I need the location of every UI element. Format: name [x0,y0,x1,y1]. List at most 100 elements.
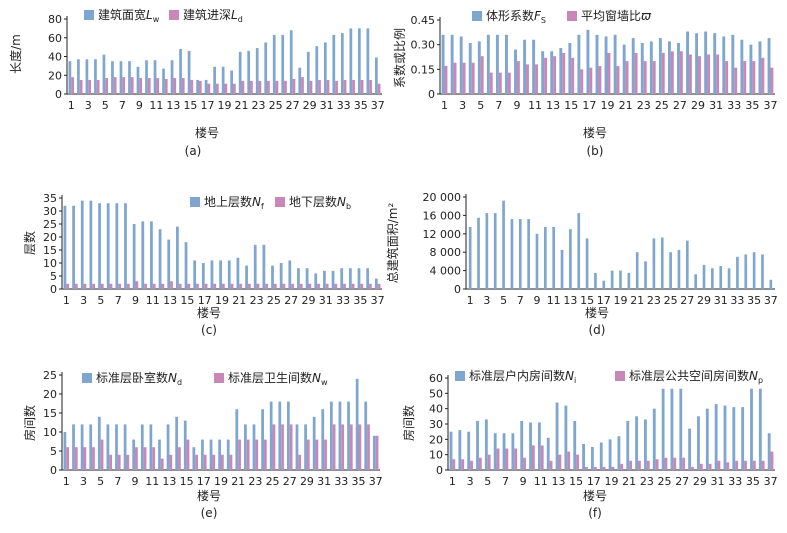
bar-e-s1-b8 [123,424,127,470]
bar-d-s1-b18 [610,270,614,289]
bar-e-s1-b5 [97,416,101,470]
x-tick-label: 3 [467,475,474,488]
bar-b-s1-b31 [713,33,717,94]
bar-f-s1-b29 [697,416,700,470]
bar-b-s1-b21 [622,44,626,94]
x-tick-label: 33 [728,475,742,488]
bar-e-s1-b29 [304,424,307,470]
bar-c-s2-b31 [325,283,329,289]
y-tick-label: 40 [429,403,443,416]
y-tick-label: 0.15 [411,63,436,76]
bar-e-s2-b9 [135,447,138,470]
bar-f-s2-b32 [726,462,730,470]
bar-e-s2-b17 [203,454,207,470]
bar-f-s2-b14 [567,451,571,470]
bar-a-s2-b15 [190,79,194,94]
x-tick-label: 35 [747,294,761,307]
bar-e-s2-b13 [169,454,173,470]
bar-b-s2-b26 [670,51,674,94]
bar-b-s1-b1 [441,34,445,94]
bar-a-s2-b20 [233,83,236,94]
bar-e-s1-b3 [80,424,84,470]
legend-swatch [615,371,625,381]
bar-c-s1-b36 [366,268,370,289]
bar-e-s1-b9 [132,439,136,470]
y-axis-title: 总建筑面积/m² [385,203,400,284]
bar-a-s2-b28 [301,77,304,95]
bar-d-s1-b1 [468,226,472,289]
bar-e-s1-b35 [355,378,359,470]
x-tick-label: 1 [449,475,456,488]
bar-e-s1-b24 [261,409,264,470]
bar-f-s2-b34 [744,460,747,470]
bar-f-s1-b12 [546,437,550,470]
bar-a-s2-b30 [318,79,321,94]
bar-f-s1-b3 [467,431,471,470]
bar-f-s1-b7 [502,433,506,470]
bar-f-s1-b17 [591,447,594,470]
bar-a-s2-b33 [343,79,347,94]
x-tick-label: 31 [320,99,334,112]
bar-d-s1-b2 [477,217,480,289]
x-tick-label: 23 [248,475,262,488]
bar-b-s2-b12 [544,57,548,94]
bar-e-s1-b20 [226,439,230,470]
bar-d-s1-b10 [544,226,547,289]
bar-c-s1-b34 [348,268,352,289]
bar-a-s2-b37 [377,83,381,94]
bar-c-s2-b15 [187,283,191,289]
x-tick-label: 7 [119,99,126,112]
bar-c-s2-b22 [247,283,251,289]
bar-d-s1-b29 [702,265,706,289]
bar-b-s2-b11 [535,64,538,94]
bar-a-s2-b29 [309,80,313,95]
bar-c-s1-b11 [150,221,153,289]
x-tick-label: 9 [136,99,143,112]
x-tick-label: 5 [500,294,507,307]
legend-label: 标准层卧室数Nd [96,370,182,387]
bar-c-s1-b32 [331,270,335,289]
x-tick-label: 13 [162,475,176,488]
x-tick-label: 33 [336,294,350,307]
bar-e-s2-b25 [272,424,276,470]
bar-f-s2-b18 [602,466,606,470]
bar-b-s2-b27 [679,51,683,94]
bar-d-s1-b11 [552,226,556,289]
bar-c-s1-b9 [132,224,136,289]
x-tick-label: 3 [483,294,490,307]
bar-f-s1-b30 [705,408,709,470]
x-tick-label: 7 [495,99,502,112]
bar-a-s1-b23 [255,48,259,94]
x-tick-label: 13 [166,99,180,112]
x-tick-label: 25 [664,294,678,307]
bar-b-s1-b5 [477,41,481,94]
x-tick-label: 13 [546,99,560,112]
bar-c-s1-b4 [89,200,93,289]
panel-caption: (f) [588,506,602,520]
bar-e-s2-b20 [229,454,233,470]
x-tick-label: 1 [68,99,75,112]
bar-b-s2-b35 [752,61,756,94]
bar-e-s2-b14 [178,447,181,470]
x-tick-label: 29 [691,99,705,112]
bar-b-s2-b36 [761,57,765,94]
bar-a-s1-b20 [230,70,234,94]
bar-e-s1-b7 [115,424,118,470]
bar-a-s2-b32 [335,80,338,95]
bar-e-s2-b15 [186,439,190,470]
bar-a-s2-b24 [267,80,270,95]
x-tick-label: 29 [303,99,317,112]
y-tick-label: 5 [50,270,57,283]
bar-a-s1-b31 [323,42,327,94]
legend-label: 建筑面宽Lw [98,7,160,24]
x-tick-label: 25 [655,99,669,112]
bar-c-s1-b29 [305,268,309,289]
bar-c-s1-b33 [340,268,344,289]
bar-c-s2-b21 [239,283,243,289]
x-tick-label: 11 [146,294,160,307]
bar-a-s2-b14 [181,78,185,94]
legend-swatch [275,197,285,207]
x-tick-label: 7 [517,294,524,307]
y-tick-label: 40 [48,51,62,64]
